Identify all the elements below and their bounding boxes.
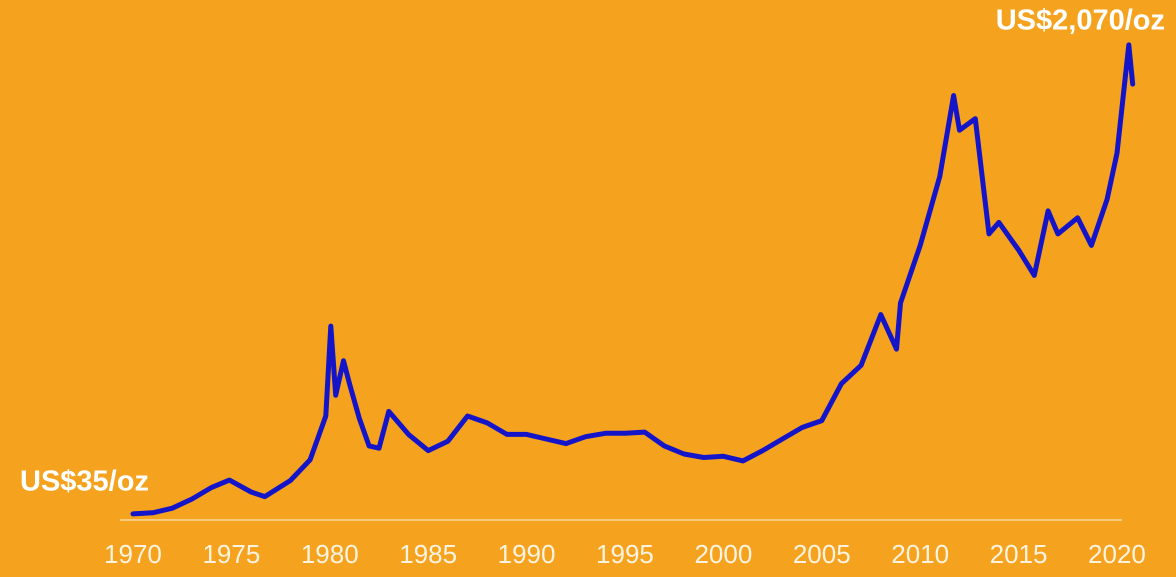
x-tick-label: 1995	[596, 539, 654, 569]
x-tick-label: 1985	[399, 539, 457, 569]
x-tick-label: 1970	[104, 539, 162, 569]
x-tick-label: 2015	[990, 539, 1048, 569]
x-tick-label: 2005	[793, 539, 851, 569]
x-tick-label: 1975	[202, 539, 260, 569]
x-tick-label: 2000	[694, 539, 752, 569]
x-tick-label: 2010	[891, 539, 949, 569]
x-tick-label: 1990	[498, 539, 556, 569]
annotation: US$2,070/oz	[996, 5, 1165, 37]
x-tick-label: 2020	[1088, 539, 1146, 569]
annotation: US$35/oz	[20, 466, 149, 498]
price-line	[130, 42, 1136, 517]
x-tick-label: 1980	[301, 539, 359, 569]
